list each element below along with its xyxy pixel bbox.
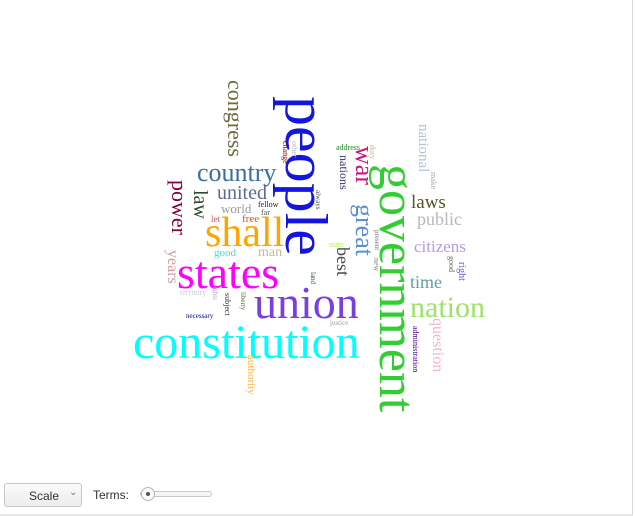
cloud-word: time bbox=[410, 272, 442, 292]
cloud-word: world bbox=[221, 201, 252, 216]
cloud-word: law bbox=[189, 190, 211, 219]
right-border bbox=[632, 0, 633, 516]
cloud-word: states bbox=[177, 247, 280, 298]
cloud-word: union bbox=[254, 277, 359, 328]
cloud-word: laws bbox=[411, 192, 446, 213]
cloud-word: public bbox=[417, 209, 462, 229]
cloud-word: territory bbox=[180, 288, 207, 297]
cloud-word: government bbox=[368, 164, 425, 413]
terms-slider-handle[interactable] bbox=[141, 487, 155, 501]
cloud-word: state bbox=[329, 240, 344, 249]
cloud-word: good bbox=[447, 256, 456, 272]
cloud-word: united bbox=[217, 182, 267, 204]
cloud-word: new bbox=[372, 258, 381, 272]
cloud-word: national bbox=[415, 124, 431, 173]
word-cloud: constitution states union shall nation c… bbox=[133, 80, 485, 413]
terms-slider-track[interactable] bbox=[140, 491, 212, 497]
terms-label: Terms: bbox=[93, 488, 129, 502]
cloud-word: other bbox=[290, 141, 299, 158]
cloud-word: nation bbox=[410, 291, 485, 324]
scale-label: Scale bbox=[29, 489, 60, 503]
cloud-word: people bbox=[273, 96, 339, 256]
bottom-toolbar: Scale ⌄ Terms: bbox=[0, 480, 632, 510]
cloud-word: justice bbox=[330, 319, 349, 327]
cloud-word: man bbox=[258, 245, 283, 260]
cloud-word: power bbox=[167, 180, 192, 235]
cloud-word: right bbox=[456, 262, 467, 281]
cloud-word: necessary bbox=[186, 312, 214, 320]
cloud-word: question bbox=[429, 318, 446, 373]
cloud-word: nations bbox=[337, 155, 351, 190]
scale-dropdown[interactable]: Scale ⌄ bbox=[4, 483, 82, 507]
cloud-word: best bbox=[333, 247, 353, 276]
cloud-word: free bbox=[242, 213, 260, 225]
cloud-word: far bbox=[261, 208, 270, 217]
cloud-word: land bbox=[309, 272, 317, 285]
cloud-word: congress bbox=[223, 80, 248, 157]
cloud-word: subject bbox=[223, 293, 232, 316]
cloud-word: duty bbox=[368, 145, 377, 160]
cloud-word: authority bbox=[245, 355, 257, 395]
cloud-word: present bbox=[373, 230, 381, 251]
cloud-word: change bbox=[281, 141, 290, 164]
cloud-word: let bbox=[211, 214, 220, 224]
cloud-word: good bbox=[214, 247, 236, 259]
cloud-word: shall bbox=[205, 210, 285, 256]
cloud-word: country bbox=[197, 158, 277, 187]
cloud-word: administration bbox=[411, 326, 420, 373]
cloud-word: rights bbox=[211, 284, 219, 300]
cloud-word: fellow bbox=[258, 200, 279, 209]
cloud-word: always bbox=[314, 190, 322, 210]
cloud-word: citizens bbox=[414, 237, 466, 256]
chevron-down-icon: ⌄ bbox=[69, 487, 78, 498]
cloud-word: constitution bbox=[133, 316, 360, 369]
cloud-word: liberty bbox=[239, 292, 247, 311]
cloud-word: address bbox=[336, 143, 360, 152]
cloud-word: years bbox=[164, 250, 181, 284]
cloud-word: make bbox=[429, 172, 438, 190]
bottom-border bbox=[0, 514, 633, 516]
